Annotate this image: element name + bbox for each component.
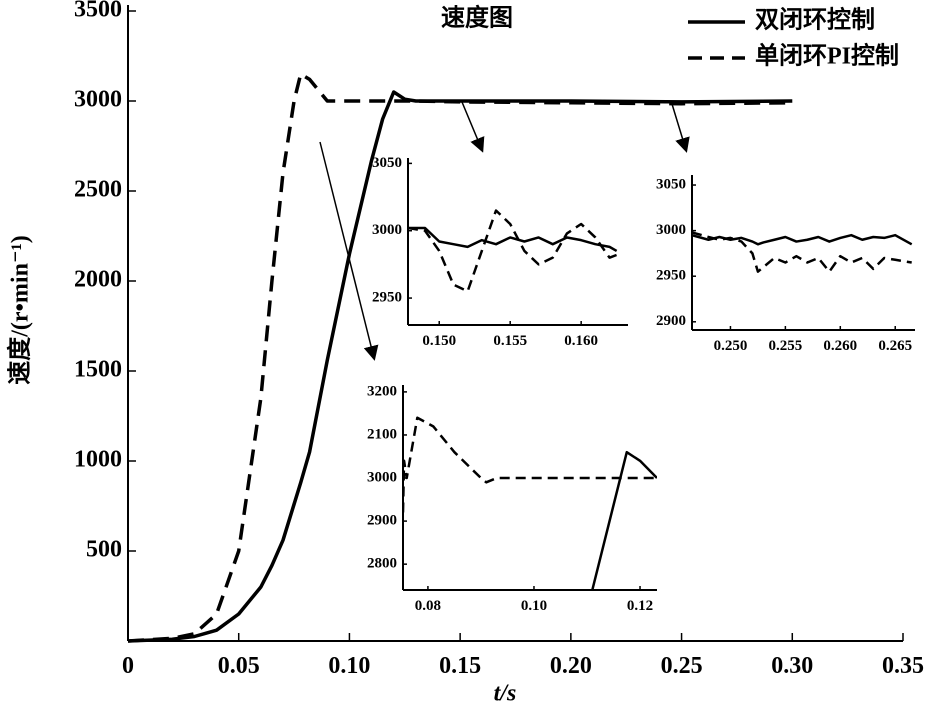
data-line	[692, 231, 912, 273]
y-axis-label: 速度/(r•min⁻¹)	[6, 235, 34, 385]
y-tick-label: 3000	[74, 87, 122, 113]
y-tick-label: 3050	[656, 176, 686, 192]
x-tick-label: 0.250	[714, 338, 748, 354]
x-tick-label: 0.30	[771, 653, 813, 679]
y-tick-label: 2800	[367, 556, 397, 572]
data-line	[692, 233, 913, 246]
x-tick-label: 0.15	[439, 653, 481, 679]
plot-area	[692, 231, 913, 273]
x-tick-label: 0.10	[521, 598, 547, 614]
plot-area	[408, 209, 618, 293]
y-tick-label: 2950	[656, 268, 686, 284]
x-axis-label: t/s	[494, 681, 517, 707]
x-tick-label: 0.35	[882, 653, 924, 679]
y-tick-label: 2900	[656, 313, 686, 329]
y-tick-label: 3000	[372, 222, 402, 238]
x-tick-label: 0.155	[493, 333, 527, 349]
data-line	[591, 450, 657, 590]
y-tick-label: 3000	[656, 222, 686, 238]
x-tick-label: 0.260	[823, 338, 857, 354]
x-tick-label: 0	[122, 653, 134, 679]
chart-title: 速度图	[441, 4, 513, 32]
data-line	[408, 209, 618, 293]
y-tick-label: 3050	[372, 155, 402, 171]
y-tick-label: 1500	[74, 357, 122, 383]
legend-label: 单闭环PI控制	[755, 42, 899, 70]
x-tick-label: 0.10	[328, 653, 370, 679]
y-tick-label: 2950	[372, 290, 402, 306]
x-tick-label: 0.150	[422, 333, 456, 349]
y-tick-label: 3500	[74, 0, 122, 23]
y-tick-label: 2100	[367, 426, 397, 442]
legend-label: 双闭环控制	[755, 6, 875, 34]
x-tick-label: 0.25	[661, 653, 703, 679]
x-tick-label: 0.20	[550, 653, 592, 679]
y-tick-label: 3200	[367, 383, 397, 399]
x-tick-label: 0.265	[878, 338, 912, 354]
data-line	[128, 90, 793, 643]
x-tick-label: 0.08	[415, 598, 441, 614]
y-tick-label: 500	[86, 537, 122, 563]
y-tick-label: 3000	[367, 469, 397, 485]
x-tick-label: 0.05	[218, 653, 260, 679]
data-line	[408, 226, 618, 253]
x-tick-label: 0.12	[627, 598, 653, 614]
y-tick-label: 2900	[367, 513, 397, 529]
plot-area	[403, 416, 657, 590]
y-tick-label: 2000	[74, 267, 122, 293]
y-tick-label: 1000	[74, 447, 122, 473]
plot-area	[128, 72, 793, 643]
data-line	[128, 72, 793, 643]
x-tick-label: 0.160	[564, 333, 598, 349]
data-line	[403, 416, 657, 513]
annotation-arrows	[319, 101, 690, 361]
x-tick-label: 0.255	[768, 338, 802, 354]
y-tick-label: 2500	[74, 177, 122, 203]
